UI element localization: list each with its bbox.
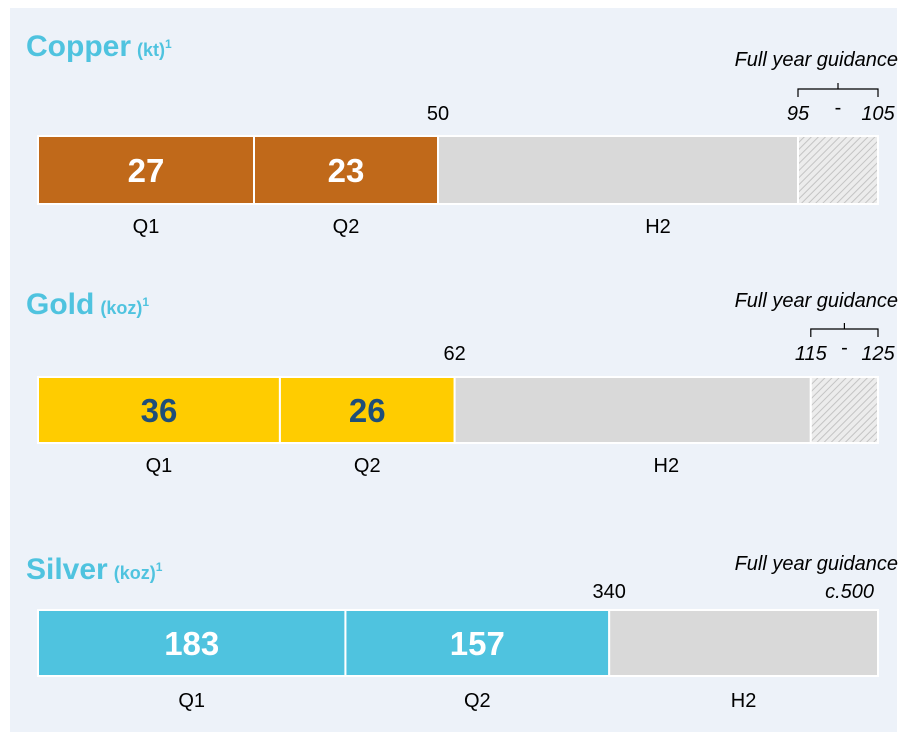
total-label: 50	[427, 103, 449, 125]
title-unit: (koz)	[114, 563, 156, 583]
bar-segment	[253, 135, 439, 205]
data-label: 27	[128, 152, 165, 189]
data-label: 157	[450, 625, 505, 662]
guidance-label: Full year guidance	[735, 553, 898, 575]
guidance-separator: -	[841, 337, 848, 359]
guidance-low: 115	[795, 343, 828, 365]
title-unit: (koz)	[100, 298, 142, 318]
bar-segment	[37, 609, 347, 677]
guidance-label: Full year guidance	[735, 49, 898, 71]
category-label: Q2	[464, 690, 491, 712]
guidance-label: Full year guidance	[735, 290, 898, 312]
guidance-separator: -	[835, 97, 842, 119]
category-label: Q1	[178, 690, 205, 712]
category-label: Q1	[133, 216, 160, 238]
guidance-range	[809, 376, 879, 444]
title-footnote: 1	[142, 295, 149, 309]
data-label: 183	[164, 625, 219, 662]
data-label: 26	[349, 392, 386, 429]
chart-title: Copper (kt)1	[26, 30, 172, 63]
remaining-segment	[437, 135, 799, 205]
title-unit: (kt)	[137, 40, 165, 60]
guidance-value: c.500	[825, 581, 874, 603]
title-footnote: 1	[165, 37, 172, 51]
guidance-low: 95	[787, 103, 810, 125]
title-name: Silver	[26, 553, 108, 586]
bar-segment	[37, 376, 281, 444]
guidance-bracket	[797, 83, 879, 97]
category-label: Q1	[146, 455, 173, 477]
total-label: 340	[593, 581, 626, 603]
bar-segment	[344, 609, 611, 677]
bar-segment	[37, 135, 255, 205]
bar-segment	[278, 376, 456, 444]
data-label: 23	[328, 152, 365, 189]
data-label: 36	[141, 392, 178, 429]
title-footnote: 1	[156, 560, 163, 574]
category-label: Q2	[354, 455, 381, 477]
remaining-segment	[608, 609, 879, 677]
title-name: Copper	[26, 30, 131, 63]
title-name: Gold	[26, 288, 94, 321]
category-label: H2	[731, 690, 757, 712]
chart-title: Gold (koz)1	[26, 288, 149, 321]
guidance-high: 105	[861, 103, 895, 125]
category-label: Q2	[333, 216, 360, 238]
guidance-range	[797, 135, 879, 205]
total-label: 62	[444, 343, 466, 365]
category-label: H2	[645, 216, 671, 238]
guidance-high: 125	[861, 343, 895, 365]
category-label: H2	[654, 455, 680, 477]
chart-title: Silver (koz)1	[26, 553, 163, 586]
guidance-bracket	[810, 323, 879, 337]
remaining-segment	[453, 376, 812, 444]
